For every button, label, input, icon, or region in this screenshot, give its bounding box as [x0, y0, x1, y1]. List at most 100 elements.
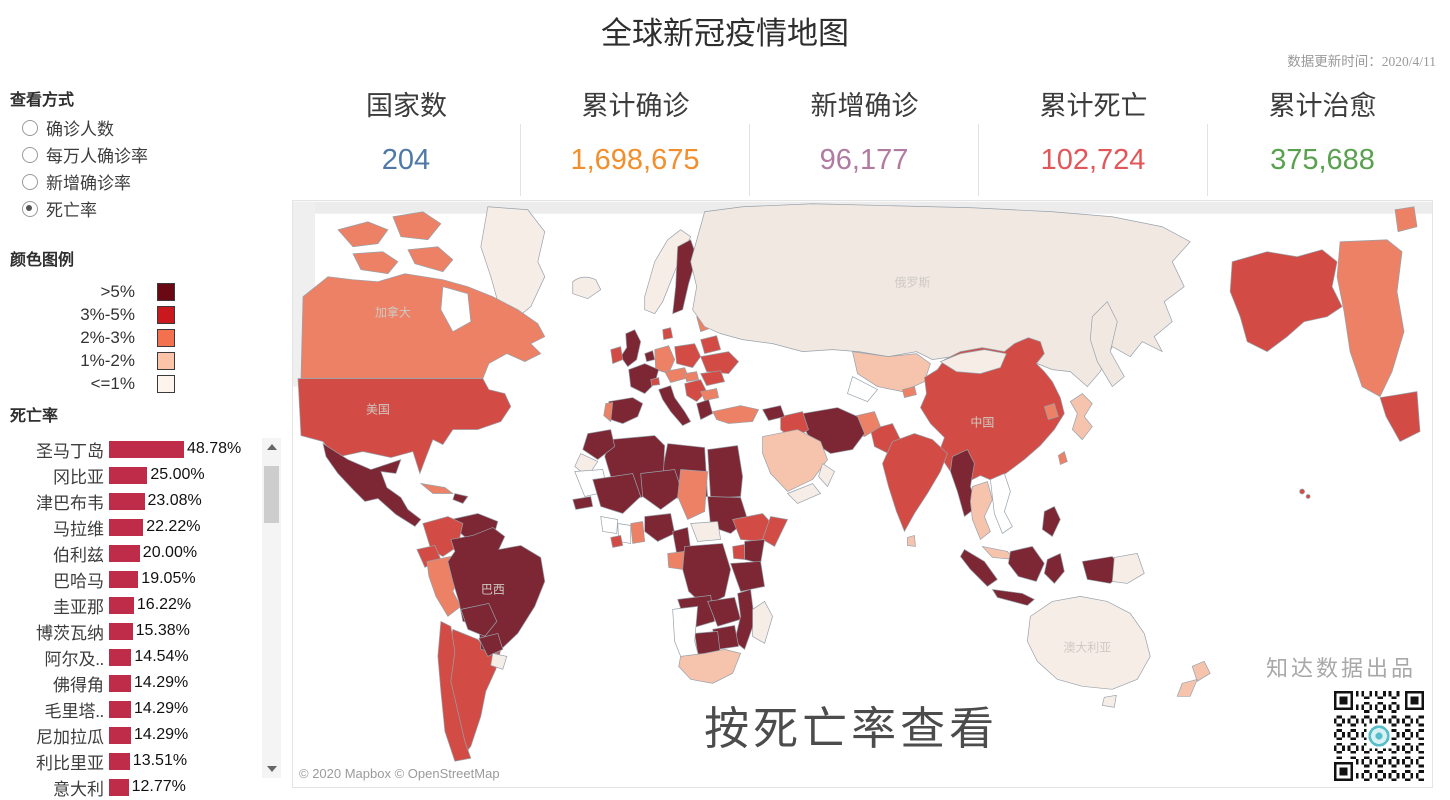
map-region[interactable] — [696, 399, 714, 421]
map-region[interactable] — [1111, 553, 1145, 584]
map-region[interactable] — [480, 206, 546, 321]
radio-icon[interactable] — [22, 173, 38, 190]
map-region[interactable] — [1379, 391, 1421, 443]
map-region[interactable] — [640, 469, 684, 510]
map-region[interactable] — [752, 600, 773, 644]
map-region[interactable] — [437, 620, 472, 762]
death-rate-row[interactable]: 毛里塔.. 14.29% — [0, 696, 258, 722]
death-rate-bar[interactable] — [109, 466, 148, 484]
map-region[interactable] — [1069, 393, 1093, 441]
map-region[interactable] — [644, 350, 656, 363]
map-region[interactable] — [1336, 239, 1405, 398]
map-region[interactable] — [440, 286, 472, 333]
view-mode-radio-每万人确诊率[interactable]: 每万人确诊率 — [22, 141, 148, 168]
death-rate-row[interactable]: 圣马丁岛 48.78% — [0, 436, 258, 462]
death-rate-bar[interactable] — [109, 622, 133, 640]
map-region[interactable] — [762, 429, 828, 492]
map-region[interactable] — [690, 203, 1191, 388]
map-region[interactable] — [1176, 678, 1198, 697]
map-region[interactable] — [959, 548, 998, 587]
map-region[interactable] — [700, 388, 720, 401]
map-region[interactable] — [662, 327, 674, 341]
map-region[interactable] — [732, 544, 745, 560]
death-rate-row[interactable]: 津巴布韦 23.08% — [0, 488, 258, 514]
death-rate-bar[interactable] — [109, 700, 131, 718]
view-mode-radio-确诊人数[interactable]: 确诊人数 — [22, 114, 148, 141]
death-rate-row[interactable]: 伯利兹 20.00% — [0, 540, 258, 566]
map-region[interactable] — [352, 251, 399, 275]
death-rate-bar[interactable] — [109, 648, 132, 666]
map-region[interactable] — [658, 385, 692, 426]
map-region[interactable] — [907, 535, 916, 547]
radio-icon[interactable] — [22, 119, 38, 136]
map-region[interactable] — [1299, 488, 1305, 495]
radio-selected-icon[interactable] — [22, 200, 38, 217]
map-region[interactable] — [644, 513, 676, 542]
map-region[interactable] — [478, 632, 504, 657]
map-region[interactable] — [672, 239, 698, 315]
scroll-down-button[interactable] — [262, 759, 281, 778]
map-region[interactable] — [572, 276, 602, 300]
map-region[interactable] — [490, 652, 508, 670]
legend-row[interactable]: 2%-3% — [0, 326, 190, 349]
death-rate-row[interactable]: 圭亚那 16.22% — [0, 592, 258, 618]
map-region[interactable] — [392, 211, 442, 241]
map-region[interactable] — [572, 496, 594, 510]
map-region[interactable] — [610, 346, 624, 365]
map-region[interactable] — [852, 351, 931, 392]
death-rate-bar[interactable] — [109, 544, 140, 562]
map-region[interactable] — [730, 561, 765, 592]
map-region[interactable] — [762, 516, 789, 547]
map-region[interactable] — [654, 345, 676, 375]
map-region[interactable] — [650, 377, 661, 386]
map-region[interactable] — [1229, 249, 1343, 353]
death-rate-bar[interactable] — [109, 726, 131, 744]
map-region[interactable] — [322, 442, 422, 527]
death-rate-row[interactable]: 博茨瓦纳 15.38% — [0, 618, 258, 644]
map-region[interactable] — [608, 397, 644, 424]
scroll-up-button[interactable] — [262, 438, 281, 457]
map-region[interactable] — [460, 603, 498, 637]
death-rate-row[interactable]: 阿尔及.. 14.54% — [0, 644, 258, 670]
map-region[interactable] — [300, 273, 546, 379]
map-region[interactable] — [786, 483, 822, 504]
map-region[interactable] — [991, 588, 1035, 606]
map-region[interactable] — [690, 521, 722, 542]
map-region[interactable] — [337, 221, 389, 248]
map-region[interactable] — [1043, 403, 1059, 421]
map-region[interactable] — [610, 535, 624, 548]
map-region[interactable] — [700, 351, 740, 374]
map-region[interactable] — [684, 379, 708, 403]
map-region[interactable] — [762, 405, 786, 421]
map-region[interactable] — [667, 551, 686, 570]
scrollbar-thumb[interactable] — [264, 466, 279, 523]
map-region[interactable] — [1101, 694, 1117, 708]
map-region[interactable] — [1057, 450, 1068, 466]
map-region[interactable] — [1026, 596, 1151, 690]
map-region[interactable] — [700, 370, 726, 386]
legend-row[interactable]: <=1% — [0, 372, 190, 395]
map-region[interactable] — [734, 588, 755, 650]
legend-row[interactable]: >5% — [0, 280, 190, 303]
map-region[interactable] — [1043, 552, 1065, 584]
map-region[interactable] — [1041, 506, 1061, 537]
map-region[interactable] — [744, 539, 766, 564]
map-region[interactable] — [939, 349, 1007, 374]
map-region[interactable] — [684, 371, 700, 382]
map-region[interactable] — [407, 246, 454, 273]
death-rate-row[interactable]: 尼加拉瓜 14.29% — [0, 722, 258, 748]
map-region[interactable] — [1089, 301, 1125, 388]
death-rate-bar[interactable] — [109, 778, 129, 796]
map-region[interactable] — [707, 445, 743, 499]
map-region[interactable] — [452, 493, 469, 504]
map-region[interactable] — [882, 433, 948, 533]
death-rate-bar[interactable] — [109, 570, 139, 588]
view-mode-radio-死亡率[interactable]: 死亡率 — [22, 195, 148, 222]
map-region[interactable] — [1008, 546, 1045, 582]
map-region[interactable] — [600, 516, 619, 534]
map-region[interactable] — [677, 469, 709, 520]
legend-row[interactable]: 3%-5% — [0, 303, 190, 326]
map-region[interactable] — [700, 335, 722, 355]
death-rate-row[interactable]: 利比里亚 13.51% — [0, 748, 258, 774]
